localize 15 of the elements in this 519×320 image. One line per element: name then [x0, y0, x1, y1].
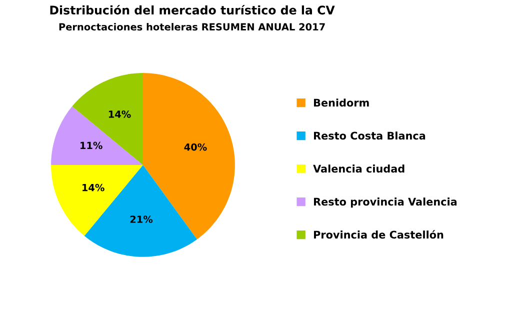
data-label: 14% — [108, 110, 131, 118]
chart-subtitle: Pernoctaciones hoteleras RESUMEN ANUAL 2017 — [59, 23, 325, 31]
pie-slice — [72, 72, 143, 165]
data-label: 21% — [130, 216, 153, 223]
legend-label: Resto provincia Valencia — [314, 198, 457, 208]
legend-label: Benidorm — [314, 98, 369, 107]
chart-title: Distribución del mercado turístico de la CV — [50, 4, 335, 15]
data-label: 11% — [80, 142, 102, 150]
legend-label: Valencia ciudad — [313, 164, 404, 173]
legend-label: Provincia de Castellón — [314, 230, 444, 239]
legend-label: Resto Costa Blanca — [314, 132, 426, 140]
pie-slice — [51, 106, 143, 165]
data-label: 40% — [184, 143, 207, 151]
data-label: 14% — [82, 184, 104, 192]
pie-slice — [84, 164, 198, 257]
